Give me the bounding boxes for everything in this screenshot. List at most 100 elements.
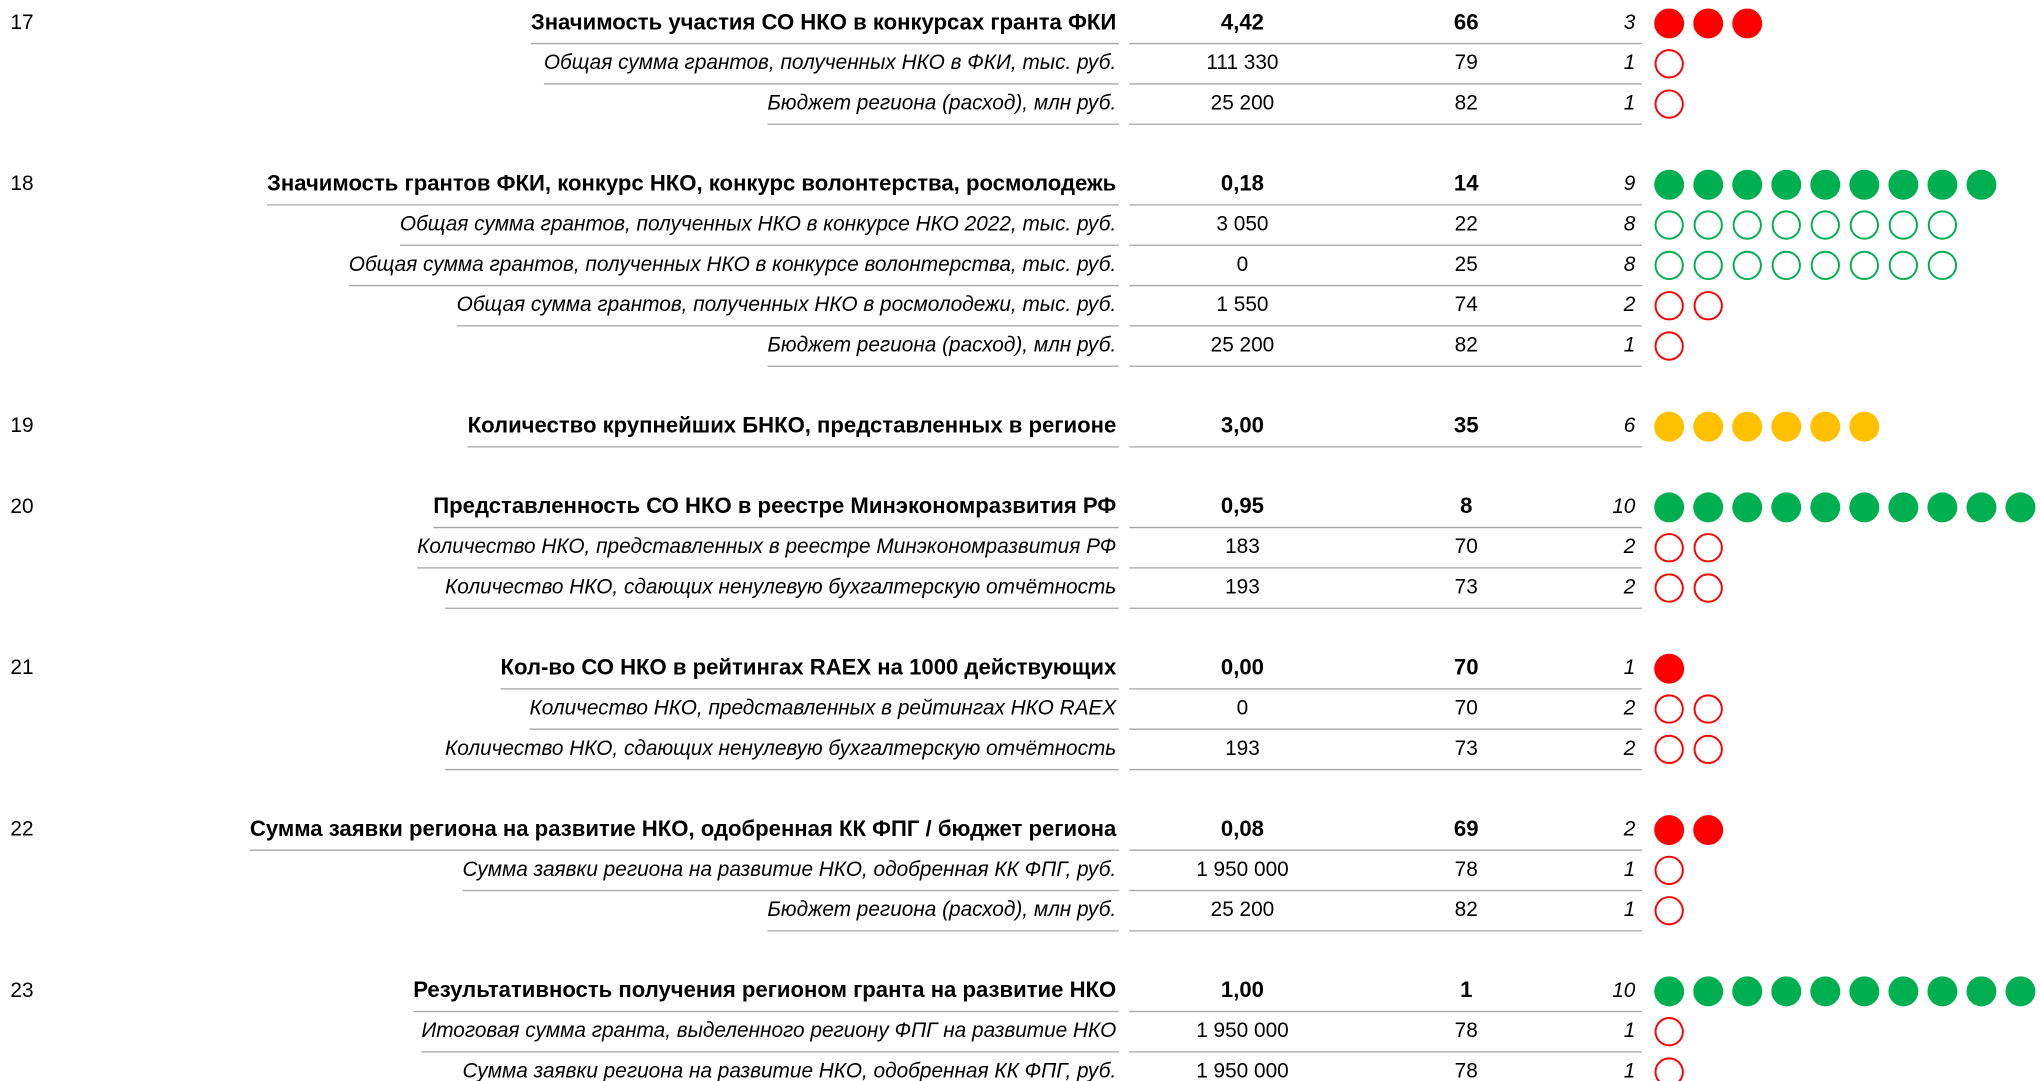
score-dot — [1654, 573, 1684, 603]
rank: 25 — [1455, 253, 1478, 276]
score-dot — [1654, 653, 1685, 684]
rank: 66 — [1454, 9, 1479, 34]
score-dot — [1693, 815, 1724, 845]
score: 9 — [1624, 172, 1636, 195]
score-dot — [1693, 8, 1724, 39]
score-dot — [1966, 976, 1997, 1007]
score-dot — [1654, 976, 1685, 1007]
score-dot — [1810, 492, 1841, 523]
value: 111 330 — [1206, 51, 1278, 74]
indicator-label: Результативность получения регионом гран… — [413, 977, 1116, 1002]
sub-indicator-label: Сумма заявки региона на развитие НКО, од… — [463, 1060, 1117, 1081]
score-dot — [1654, 8, 1685, 39]
score-dot — [1771, 976, 1802, 1007]
score-dot — [1654, 250, 1684, 281]
indicator-label: Значимость грантов ФКИ, конкурс НКО, кон… — [267, 171, 1116, 196]
rank: 70 — [1455, 535, 1478, 558]
row-number: 18 — [10, 172, 33, 195]
rank: 73 — [1455, 576, 1478, 599]
value: 0,95 — [1221, 493, 1264, 518]
score: 1 — [1624, 334, 1636, 357]
score-dot — [1966, 169, 1997, 200]
score: 10 — [1612, 495, 1636, 518]
value: 0,08 — [1221, 816, 1264, 841]
rank: 69 — [1454, 816, 1479, 841]
score-dot — [1771, 492, 1802, 523]
value: 1 950 000 — [1196, 858, 1289, 881]
score: 8 — [1624, 213, 1636, 236]
score-dot — [1693, 492, 1724, 523]
value: 1 550 — [1216, 293, 1268, 316]
sub-indicator-label: Бюджет региона (расход), млн руб. — [767, 898, 1116, 921]
score-dot — [1732, 411, 1763, 442]
value: 3 050 — [1216, 213, 1268, 236]
sub-indicator-label: Итоговая сумма гранта, выделенного регио… — [421, 1019, 1116, 1042]
value: 1 950 000 — [1196, 1060, 1289, 1081]
sub-indicator-label: Бюджет региона (расход), млн руб. — [767, 334, 1116, 357]
row-number: 22 — [10, 818, 33, 841]
indicator-label: Представленность СО НКО в реестре Минэко… — [433, 493, 1116, 518]
rank: 78 — [1455, 1060, 1478, 1081]
score-dot — [1693, 411, 1724, 442]
sub-indicator-label: Количество НКО, представленных в рейтинг… — [529, 697, 1117, 720]
score-dot — [2005, 976, 2036, 1007]
score-dot — [1849, 210, 1879, 240]
score-dot — [1654, 734, 1684, 765]
score-dot — [1654, 331, 1684, 361]
rank: 70 — [1454, 655, 1479, 680]
sub-indicator-label: Количество НКО, представленных в реестре… — [417, 535, 1116, 558]
score-dot — [1654, 210, 1684, 240]
score-dot — [1654, 694, 1684, 724]
value: 0,00 — [1221, 655, 1264, 680]
score-dot — [1654, 1057, 1684, 1081]
score-dot — [1654, 896, 1684, 926]
rank: 79 — [1455, 51, 1478, 74]
indicator-label: Сумма заявки региона на развитие НКО, од… — [250, 816, 1117, 841]
score-dot — [1888, 169, 1919, 200]
score-dot — [2005, 492, 2036, 523]
score: 2 — [1623, 697, 1636, 720]
score-dot — [1732, 210, 1762, 240]
score-dot — [1693, 976, 1724, 1007]
indicator-label: Количество крупнейших БНКО, представленн… — [468, 413, 1117, 438]
row-number: 23 — [10, 979, 33, 1002]
value: 3,00 — [1221, 413, 1264, 438]
sub-indicator-label: Общая сумма грантов, полученных НКО в ФК… — [544, 51, 1116, 74]
score: 1 — [1624, 92, 1636, 115]
score-dot — [1927, 250, 1958, 281]
value: 193 — [1225, 576, 1260, 599]
score-dot — [1810, 210, 1840, 240]
sub-indicator-label: Сумма заявки региона на развитие НКО, од… — [463, 858, 1117, 881]
row-number: 19 — [10, 414, 33, 437]
score-dot — [1771, 169, 1802, 200]
indicator-label: Значимость участия СО НКО в конкурсах гр… — [531, 9, 1116, 34]
score-dot — [1810, 250, 1840, 281]
rank: 1 — [1460, 977, 1472, 1002]
row-number: 20 — [10, 495, 33, 518]
score: 2 — [1623, 576, 1636, 599]
rank: 22 — [1455, 213, 1478, 236]
rank: 82 — [1455, 92, 1478, 115]
rank: 73 — [1455, 737, 1478, 760]
sub-indicator-label: Количество НКО, сдающих ненулевую бухгал… — [445, 576, 1116, 599]
score-dot — [1849, 976, 1880, 1007]
value: 4,42 — [1221, 9, 1264, 34]
score-dot — [1810, 976, 1841, 1007]
score-dot — [1693, 169, 1724, 200]
score-dot — [1654, 291, 1684, 321]
rank: 70 — [1455, 697, 1478, 720]
score-dot — [1654, 1017, 1684, 1047]
score: 2 — [1623, 293, 1636, 316]
score-dot — [1693, 694, 1723, 724]
score: 10 — [1612, 979, 1636, 1002]
score-dot — [1888, 210, 1918, 240]
rank: 74 — [1455, 293, 1478, 316]
score-dot — [1732, 8, 1763, 39]
sub-indicator-label: Общая сумма грантов, полученных НКО в ко… — [400, 213, 1116, 236]
sub-indicator-label: Бюджет региона (расход), млн руб. — [767, 92, 1116, 115]
score: 2 — [1623, 737, 1636, 760]
score: 2 — [1623, 818, 1636, 841]
value: 1,00 — [1221, 977, 1264, 1002]
score: 1 — [1624, 656, 1636, 679]
sub-indicator-label: Общая сумма грантов, полученных НКО в ро… — [457, 293, 1117, 316]
